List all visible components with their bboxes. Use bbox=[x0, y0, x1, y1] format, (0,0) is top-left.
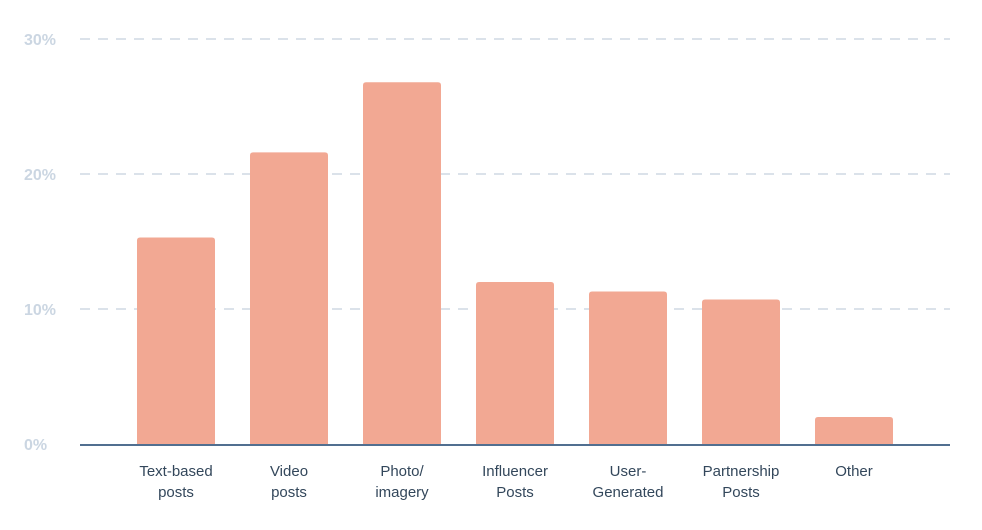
y-tick-label: 0% bbox=[24, 437, 47, 454]
y-tick-label: 10% bbox=[24, 302, 56, 319]
bar bbox=[137, 237, 215, 444]
x-tick-label: Partnership bbox=[703, 463, 780, 480]
x-tick-label: Other bbox=[835, 463, 873, 480]
x-tick-label: Text-based bbox=[139, 463, 212, 480]
x-tick-label: Photo/ bbox=[380, 463, 424, 480]
x-tick-label: posts bbox=[158, 484, 194, 501]
bar bbox=[815, 417, 893, 444]
bar bbox=[363, 82, 441, 444]
x-tick-label: imagery bbox=[375, 484, 429, 501]
x-tick-label: Influencer bbox=[482, 463, 548, 480]
x-tick-label: posts bbox=[271, 484, 307, 501]
x-tick-label: Posts bbox=[722, 484, 760, 501]
bar bbox=[250, 152, 328, 444]
x-tick-label: Video bbox=[270, 463, 308, 480]
bar bbox=[702, 299, 780, 444]
y-tick-label: 30% bbox=[24, 32, 56, 49]
x-tick-label: Posts bbox=[496, 484, 534, 501]
y-tick-label: 20% bbox=[24, 167, 56, 184]
bar bbox=[589, 291, 667, 444]
bar bbox=[476, 282, 554, 444]
x-tick-label: User- bbox=[610, 463, 647, 480]
x-tick-label: Generated bbox=[593, 484, 664, 501]
